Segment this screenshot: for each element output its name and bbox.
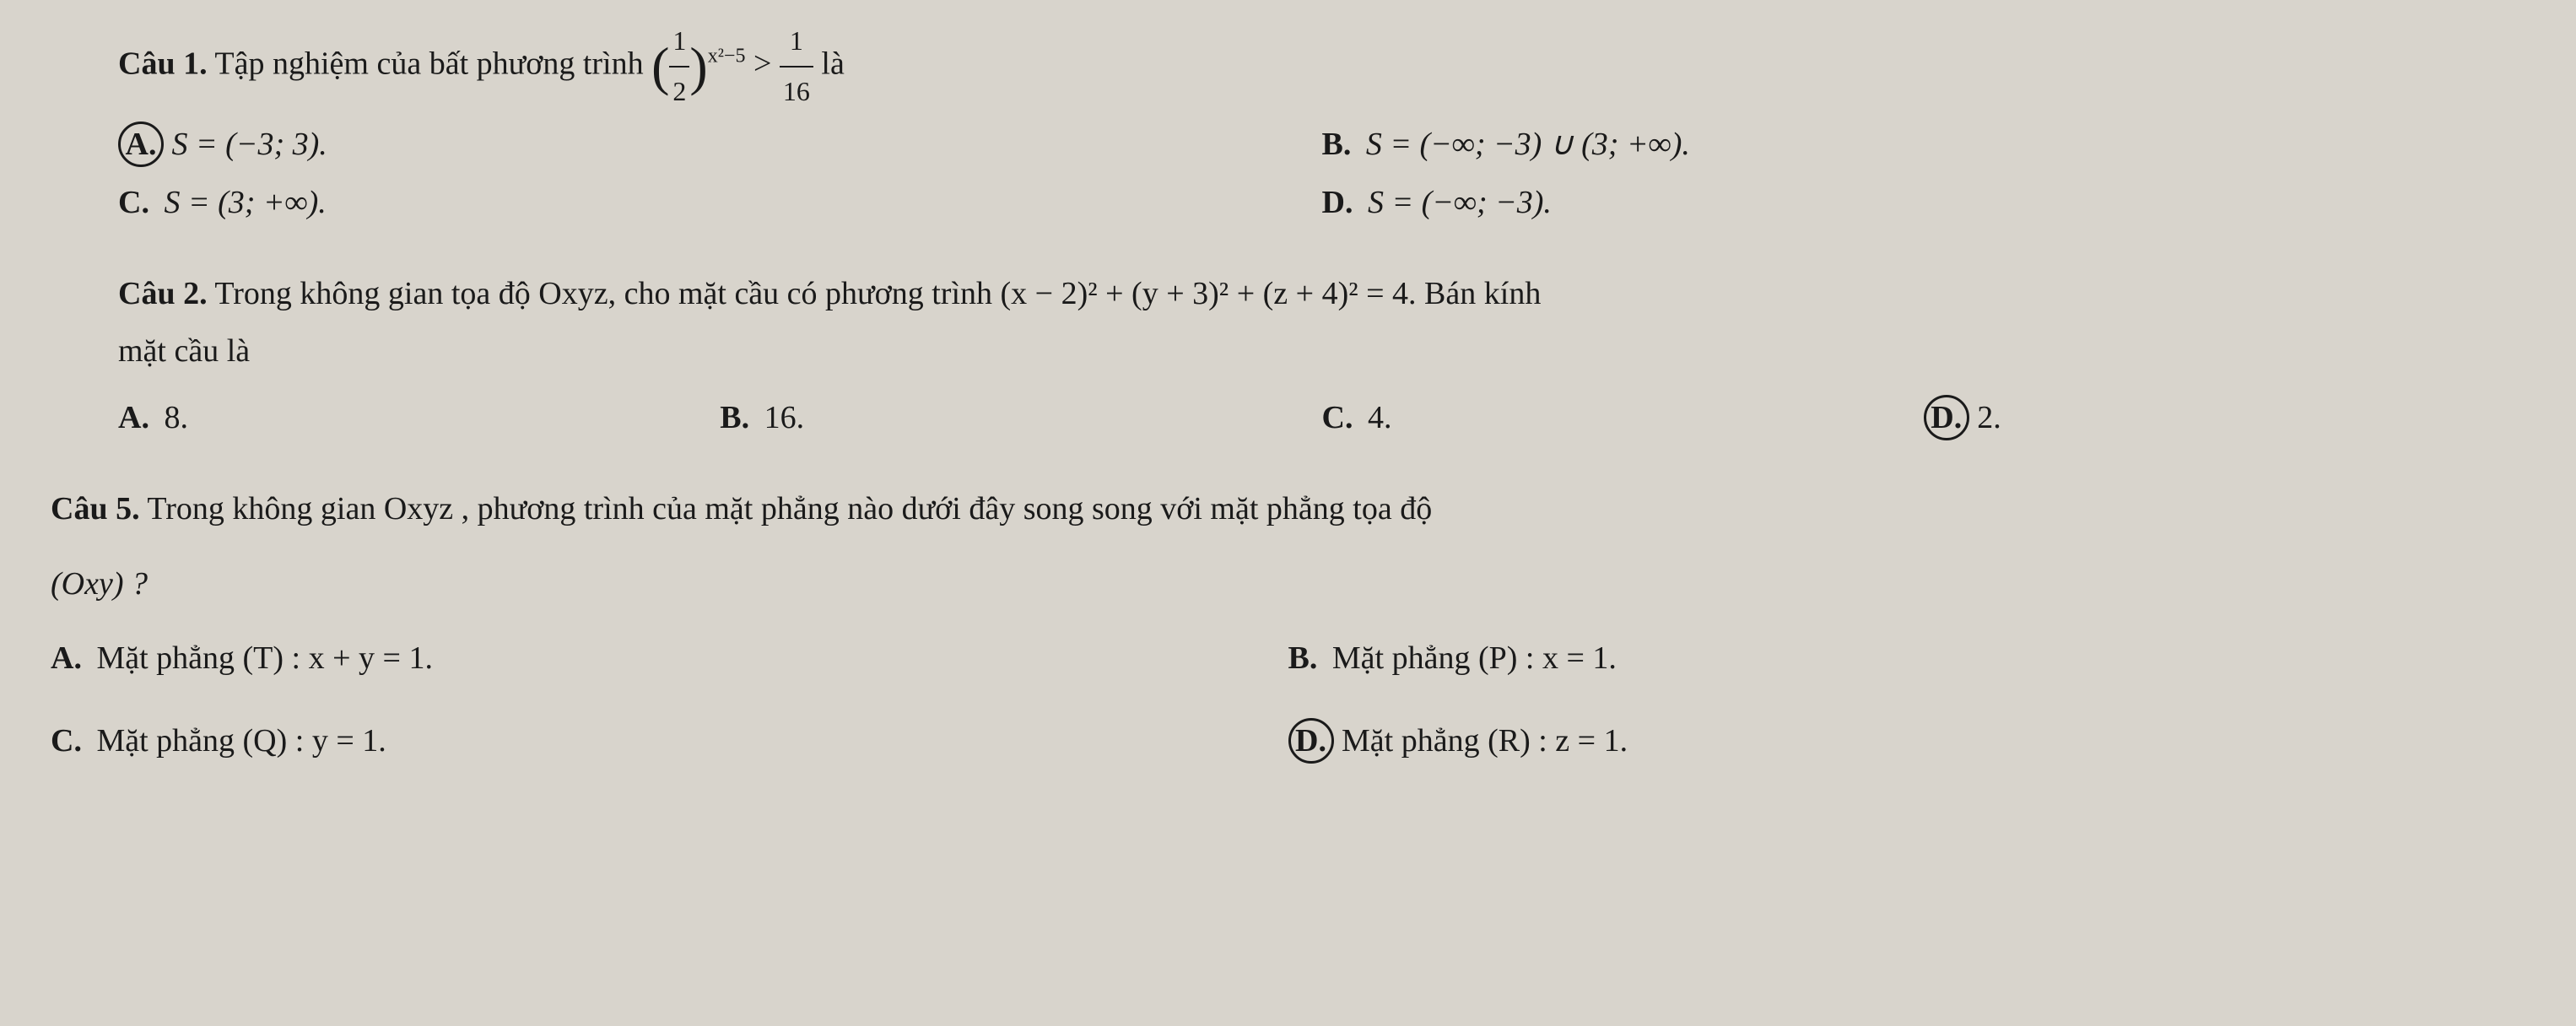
q2-label: Câu 2.: [118, 276, 208, 311]
q2-option-d: D. 2.: [1924, 389, 2525, 446]
q2-optC-label: C.: [1322, 400, 1353, 435]
question-2: Câu 2. Trong không gian tọa độ Oxyz, cho…: [51, 265, 2525, 446]
q5-option-d: D. Mặt phẳng (R) : z = 1.: [1288, 712, 2526, 770]
q5-option-a: A. Mặt phẳng (T) : x + y = 1.: [51, 629, 1288, 687]
frac-num-2: 1: [780, 17, 813, 68]
q1-optC-text: S = (3; +∞).: [164, 185, 326, 220]
q5-optD-text: Mặt phẳng (R) : z = 1.: [1342, 723, 1628, 759]
q5-text-line2: (Oxy) ?: [51, 555, 2525, 613]
q5-options: A. Mặt phẳng (T) : x + y = 1. C. Mặt phẳ…: [51, 629, 2525, 796]
q1-options-right: B. S = (−∞; −3) ∪ (3; +∞). D. S = (−∞; −…: [1322, 116, 2526, 231]
q1-option-d: D. S = (−∞; −3).: [1322, 174, 2526, 231]
q2-option-a: A. 8.: [118, 389, 720, 446]
q5-optC-label: C.: [51, 723, 82, 759]
q1-optB-text: S = (−∞; −3) ∪ (3; +∞).: [1366, 127, 1690, 162]
q2-text-line2: mặt cầu là: [51, 322, 2525, 380]
question-1: Câu 1. Tập nghiệm của bất phương trình (…: [51, 17, 2525, 231]
q1-optD-label: D.: [1322, 185, 1353, 220]
question-5: Câu 5. Trong không gian Oxyz , phương tr…: [51, 480, 2525, 796]
q2-optA-label: A.: [118, 400, 149, 435]
paren-left: (: [651, 36, 669, 96]
fraction-sixteenth: 116: [780, 17, 813, 116]
q1-label: Câu 1.: [118, 46, 208, 81]
q1-optB-label: B.: [1322, 127, 1352, 162]
q5-options-right: B. Mặt phẳng (P) : x = 1. D. Mặt phẳng (…: [1288, 629, 2526, 796]
q5-text: Trong không gian Oxyz , phương trình của…: [147, 491, 1432, 526]
q2-options: A. 8. B. 16. C. 4. D. 2.: [51, 389, 2525, 446]
q1-optA-label: A.: [118, 122, 164, 167]
q1-optD-text: S = (−∞; −3).: [1368, 185, 1552, 220]
q5-label: Câu 5.: [51, 491, 140, 526]
paren-right: ): [689, 36, 707, 96]
q1-option-a: A. S = (−3; 3).: [118, 116, 1322, 173]
q1-text-before: Tập nghiệm của bất phương trình: [214, 46, 651, 81]
q1-optA-text: S = (−3; 3).: [172, 127, 327, 162]
fraction-half: 12: [669, 17, 689, 116]
q2-optB-label: B.: [720, 400, 749, 435]
gt-sign: >: [753, 46, 771, 81]
q2-text: Trong không gian tọa độ Oxyz, cho mặt cầ…: [214, 276, 1541, 311]
q1-text-after: là: [821, 46, 844, 81]
q5-options-left: A. Mặt phẳng (T) : x + y = 1. C. Mặt phẳ…: [51, 629, 1288, 796]
exponent: x²−5: [708, 46, 746, 68]
q5-optB-label: B.: [1288, 640, 1318, 676]
q2-optA-text: 8.: [164, 400, 188, 435]
q2-optB-text: 16.: [764, 400, 805, 435]
q1-option-b: B. S = (−∞; −3) ∪ (3; +∞).: [1322, 116, 2526, 173]
question-5-stem: Câu 5. Trong không gian Oxyz , phương tr…: [51, 480, 2525, 537]
q5-optA-label: A.: [51, 640, 82, 676]
q5-optA-text: Mặt phẳng (T) : x + y = 1.: [96, 640, 433, 676]
question-1-stem: Câu 1. Tập nghiệm của bất phương trình (…: [51, 17, 2525, 116]
q2-optD-text: 2.: [1977, 400, 2001, 435]
q2-option-c: C. 4.: [1322, 389, 1924, 446]
q2-optC-text: 4.: [1368, 400, 1392, 435]
q2-option-b: B. 16.: [720, 389, 1321, 446]
q1-options-left: A. S = (−3; 3). C. S = (3; +∞).: [118, 116, 1322, 231]
q5-option-c: C. Mặt phẳng (Q) : y = 1.: [51, 712, 1288, 770]
frac-num: 1: [669, 17, 689, 68]
q5-oxy: (Oxy) ?: [51, 566, 148, 602]
q2-optD-label: D.: [1924, 395, 1969, 440]
q5-optD-label: D.: [1288, 718, 1334, 764]
q1-option-c: C. S = (3; +∞).: [118, 174, 1322, 231]
question-2-stem: Câu 2. Trong không gian tọa độ Oxyz, cho…: [51, 265, 2525, 322]
frac-den-2: 16: [780, 68, 813, 116]
frac-den: 2: [669, 68, 689, 116]
q5-option-b: B. Mặt phẳng (P) : x = 1.: [1288, 629, 2526, 687]
q1-options: A. S = (−3; 3). C. S = (3; +∞). B. S = (…: [51, 116, 2525, 231]
q1-optC-label: C.: [118, 185, 149, 220]
q5-optB-text: Mặt phẳng (P) : x = 1.: [1332, 640, 1617, 676]
q5-optC-text: Mặt phẳng (Q) : y = 1.: [96, 723, 386, 759]
